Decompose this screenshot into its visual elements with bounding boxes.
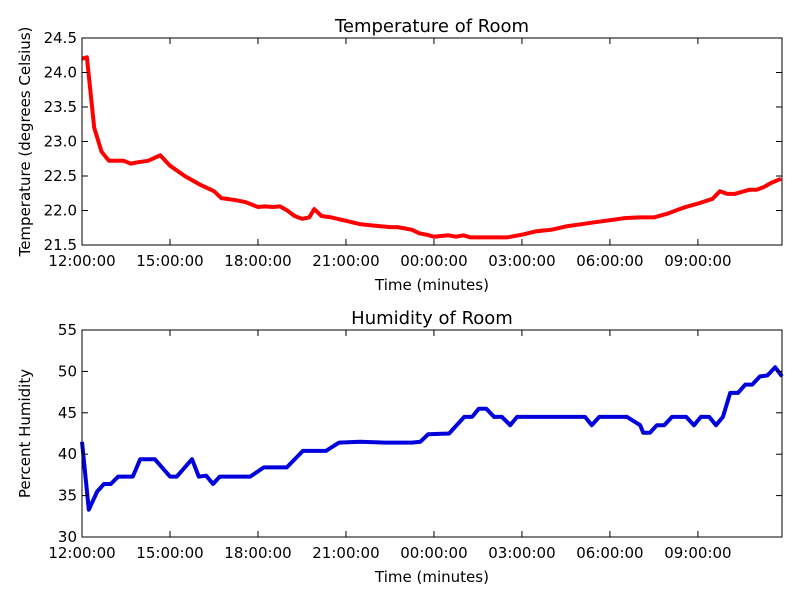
- x-tick-label: 09:00:00: [664, 544, 731, 562]
- y-tick-label: 21.5: [44, 236, 77, 254]
- x-tick-label: 06:00:00: [576, 544, 643, 562]
- y-axis-label: Temperature (degrees Celsius): [16, 27, 34, 258]
- x-tick-label: 00:00:00: [400, 544, 467, 562]
- x-tick-label: 15:00:00: [136, 544, 203, 562]
- x-tick-label: 06:00:00: [576, 252, 643, 270]
- x-tick-label: 18:00:00: [224, 544, 291, 562]
- axes-frame: [81, 37, 783, 246]
- y-tick-label: 30: [58, 528, 77, 546]
- x-axis-label: Time (minutes): [374, 568, 489, 586]
- y-tick-label: 55: [58, 321, 77, 339]
- y-tick-label: 50: [58, 362, 77, 380]
- x-tick-label: 15:00:00: [136, 252, 203, 270]
- y-tick-label: 40: [58, 445, 77, 463]
- y-tick-label: 45: [58, 404, 77, 422]
- x-tick-label: 00:00:00: [400, 252, 467, 270]
- data-line: [80, 365, 784, 512]
- y-tick-label: 35: [58, 487, 77, 505]
- y-tick-label: 22.5: [44, 167, 77, 185]
- x-tick-label: 12:00:00: [48, 252, 115, 270]
- x-tick-label: 18:00:00: [224, 252, 291, 270]
- x-axis-label: Time (minutes): [374, 276, 489, 294]
- y-tick-label: 22.0: [44, 202, 77, 220]
- x-tick-label: 03:00:00: [488, 252, 555, 270]
- y-axis-label: Percent Humidity: [16, 369, 34, 498]
- x-tick-label: 03:00:00: [488, 544, 555, 562]
- chart-title: Temperature of Room: [334, 16, 529, 37]
- axes-frame: [81, 329, 783, 538]
- y-tick-label: 24.5: [44, 29, 77, 47]
- x-tick-label: 21:00:00: [312, 252, 379, 270]
- chart-title: Humidity of Room: [351, 308, 513, 329]
- x-tick-label: 12:00:00: [48, 544, 115, 562]
- y-tick-label: 23.5: [44, 98, 77, 116]
- x-tick-label: 21:00:00: [312, 544, 379, 562]
- x-tick-label: 09:00:00: [664, 252, 731, 270]
- y-tick-label: 24.0: [44, 64, 77, 82]
- y-tick-label: 23.0: [44, 133, 77, 151]
- data-line: [81, 55, 782, 240]
